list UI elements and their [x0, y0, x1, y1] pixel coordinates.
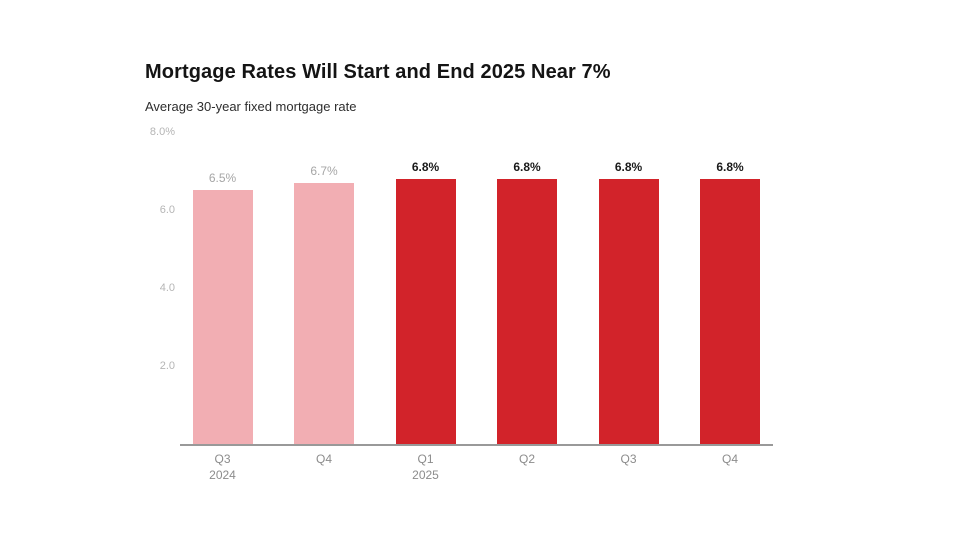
bar-q4 — [700, 179, 760, 444]
x-tick-quarter: Q4 — [315, 452, 332, 466]
y-tick-label: 8.0% — [149, 126, 175, 138]
bar-value-label: 6.8% — [614, 160, 643, 174]
x-tick-quarter: Q2 — [518, 452, 535, 466]
x-tick-year: 2024 — [209, 468, 236, 482]
bar-value-label: 6.7% — [310, 164, 338, 178]
x-tick-quarter: Q4 — [721, 452, 738, 466]
bar-value-label: 6.8% — [411, 160, 440, 174]
x-tick-quarter: Q3 — [620, 452, 637, 466]
chart-title: Mortgage Rates Will Start and End 2025 N… — [145, 61, 611, 83]
y-tick-label: 4.0 — [159, 282, 175, 294]
bar-q4 — [294, 183, 354, 444]
chart-subtitle: Average 30-year fixed mortgage rate — [145, 99, 357, 114]
bar-q1-2025 — [395, 179, 456, 444]
bar-value-label: 6.8% — [716, 160, 744, 174]
bar-q2 — [497, 179, 557, 444]
bar-q3 — [598, 179, 659, 444]
x-tick-year: 2025 — [412, 468, 439, 482]
y-tick-label: 2.0 — [159, 360, 175, 372]
bar-value-label: 6.8% — [513, 160, 541, 174]
bar-value-label: 6.5% — [208, 171, 237, 185]
x-axis-line — [180, 444, 773, 446]
x-tick-quarter: Q3 — [214, 452, 231, 466]
x-tick-quarter: Q1 — [417, 452, 434, 466]
bar-q3-2024 — [192, 190, 253, 444]
y-tick-label: 6.0 — [159, 204, 175, 216]
